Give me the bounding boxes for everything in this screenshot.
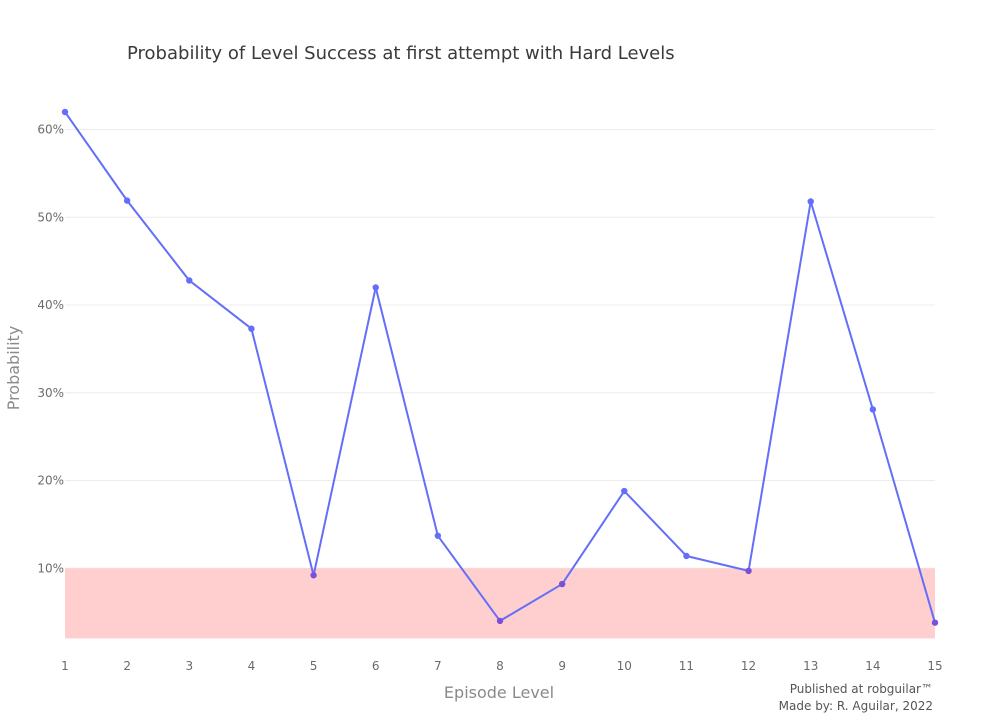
x-tick-label: 12 [741, 659, 756, 673]
x-tick-label: 2 [123, 659, 131, 673]
y-axis-ticks: 10% 20% 30% 40% 50% 60% [37, 123, 64, 576]
x-tick-label: 14 [865, 659, 880, 673]
author-credit: Made by: R. Aguilar, 2022 [778, 699, 933, 713]
published-note: Published at robguilar™ [789, 682, 933, 696]
x-tick-label: 9 [558, 659, 566, 673]
x-tick-label: 10 [617, 659, 632, 673]
x-axis-title: Episode Level [444, 683, 554, 702]
y-tick-label: 10% [37, 561, 64, 575]
x-tick-label: 3 [185, 659, 193, 673]
series-lines [64, 111, 936, 624]
series-line-segment [747, 200, 812, 572]
data-point [310, 572, 317, 579]
series-line-segment [685, 554, 750, 572]
series-line-segment [499, 583, 564, 622]
x-tick-label: 5 [310, 659, 318, 673]
data-point [186, 277, 193, 284]
series-line-segment [250, 327, 315, 577]
x-tick-label: 13 [803, 659, 818, 673]
chart-title: Probability of Level Success at first at… [127, 43, 675, 64]
x-axis-ticks: 1 2 3 4 5 6 7 8 9 10 11 12 13 14 15 [61, 659, 942, 673]
data-point [61, 108, 69, 116]
low-probability-band [65, 568, 935, 639]
data-point [745, 567, 752, 575]
gridlines [65, 129, 935, 569]
x-tick-label: 6 [372, 659, 380, 673]
series-line-segment [312, 286, 377, 577]
series-line-segment [374, 286, 439, 537]
y-tick-label: 40% [37, 298, 64, 312]
y-axis-title: Probability [4, 326, 23, 411]
series-points [61, 108, 939, 626]
series-line-segment [126, 199, 191, 282]
data-point [931, 619, 939, 626]
data-point [248, 325, 255, 332]
series-line-segment [188, 279, 253, 330]
data-point [123, 197, 131, 204]
data-point [869, 406, 877, 413]
data-point [558, 580, 566, 588]
x-tick-label: 15 [927, 659, 942, 673]
data-point [807, 198, 814, 205]
data-point [683, 552, 690, 560]
series-line-segment [561, 490, 626, 586]
data-point [621, 487, 628, 495]
series-line-segment [623, 490, 688, 557]
x-tick-label: 11 [679, 659, 694, 673]
series-line-segment [871, 408, 936, 624]
data-point [434, 532, 442, 539]
series-line-segment [436, 534, 501, 622]
data-point [496, 617, 504, 625]
series-line-segment [809, 200, 874, 411]
y-tick-label: 50% [37, 210, 64, 224]
y-tick-label: 60% [37, 123, 64, 137]
y-tick-label: 30% [37, 386, 64, 400]
x-tick-label: 1 [61, 659, 69, 673]
y-tick-label: 20% [37, 474, 64, 488]
x-tick-label: 7 [434, 659, 442, 673]
x-tick-label: 8 [496, 659, 504, 673]
series-line-segment [64, 111, 129, 202]
x-tick-label: 4 [248, 659, 256, 673]
data-point [372, 284, 379, 291]
